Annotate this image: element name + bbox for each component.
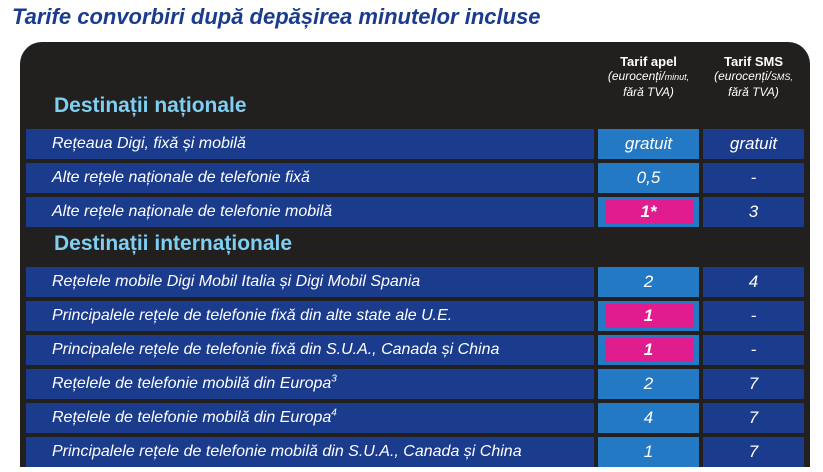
- sms-rate-cell: 7: [703, 437, 804, 467]
- call-rate-cell: 2: [598, 369, 699, 399]
- row-label: Rețeaua Digi, fixă și mobilă: [26, 129, 594, 159]
- call-rate-vat: fără TVA): [623, 85, 674, 99]
- table-row: Rețelele de telefonie mobilă din Europa3…: [20, 369, 810, 399]
- tariff-table: Tarif apel (eurocenți/minut, fără TVA) T…: [20, 42, 810, 467]
- row-label: Principalele rețele de telefonie mobilă …: [26, 437, 594, 467]
- sms-rate-vat: fără TVA): [728, 85, 779, 99]
- row-label: Alte rețele naționale de telefonie fixă: [26, 163, 594, 193]
- row-label: Rețelele de telefonie mobilă din Europa4: [26, 403, 594, 433]
- sms-rate-cell: -: [703, 335, 804, 365]
- highlight-badge: 1: [604, 338, 693, 362]
- sms-rate-cell: 3: [703, 197, 804, 227]
- table-row: Alte rețele naționale de telefonie mobil…: [20, 197, 810, 227]
- call-rate-cell: 1: [598, 437, 699, 467]
- row-label: Rețelele mobile Digi Mobil Italia și Dig…: [26, 267, 594, 297]
- sms-rate-header: Tarif SMS (eurocenți/SMS, fără TVA): [703, 54, 804, 100]
- page-title: Tarife convorbiri după depășirea minutel…: [12, 4, 541, 29]
- sms-rate-cell: 4: [703, 267, 804, 297]
- sms-rate-title: Tarif SMS: [724, 54, 783, 69]
- call-rate-cell: 4: [598, 403, 699, 433]
- call-rate-cell: 1: [598, 335, 699, 365]
- international-heading: Destinații internaționale: [54, 232, 293, 255]
- table-row: Principalele rețele de telefonie fixă di…: [20, 301, 810, 331]
- footnote-marker: 4: [331, 407, 337, 419]
- sms-rate-cell: -: [703, 163, 804, 193]
- sms-rate-unit: (eurocenți/SMS,: [714, 69, 793, 83]
- sms-rate-cell: gratuit: [703, 129, 804, 159]
- row-label: Principalele rețele de telefonie fixă di…: [26, 335, 594, 365]
- call-rate-cell: gratuit: [598, 129, 699, 159]
- table-row: Rețelele de telefonie mobilă din Europa4…: [20, 403, 810, 433]
- row-label: Rețelele de telefonie mobilă din Europa3: [26, 369, 594, 399]
- national-heading: Destinații naționale: [54, 94, 247, 117]
- highlight-badge: 1*: [604, 200, 693, 224]
- row-label: Principalele rețele de telefonie fixă di…: [26, 301, 594, 331]
- sms-rate-cell: -: [703, 301, 804, 331]
- call-rate-cell: 1*: [598, 197, 699, 227]
- call-rate-title: Tarif apel: [620, 54, 677, 69]
- table-row: Rețeaua Digi, fixă și mobilă gratuit gra…: [20, 129, 810, 159]
- table-row: Principalele rețele de telefonie fixă di…: [20, 335, 810, 365]
- sms-rate-cell: 7: [703, 403, 804, 433]
- call-rate-cell: 0,5: [598, 163, 699, 193]
- call-rate-header: Tarif apel (eurocenți/minut, fără TVA): [598, 54, 699, 100]
- sms-rate-cell: 7: [703, 369, 804, 399]
- call-rate-unit: (eurocenți/minut,: [607, 69, 690, 83]
- row-label: Alte rețele naționale de telefonie mobil…: [26, 197, 594, 227]
- table-row: Alte rețele naționale de telefonie fixă …: [20, 163, 810, 193]
- table-row: Rețelele mobile Digi Mobil Italia și Dig…: [20, 267, 810, 297]
- table-row: Principalele rețele de telefonie mobilă …: [20, 437, 810, 467]
- call-rate-cell: 2: [598, 267, 699, 297]
- call-rate-cell: 1: [598, 301, 699, 331]
- footnote-marker: 3: [331, 373, 337, 385]
- highlight-badge: 1: [604, 304, 693, 328]
